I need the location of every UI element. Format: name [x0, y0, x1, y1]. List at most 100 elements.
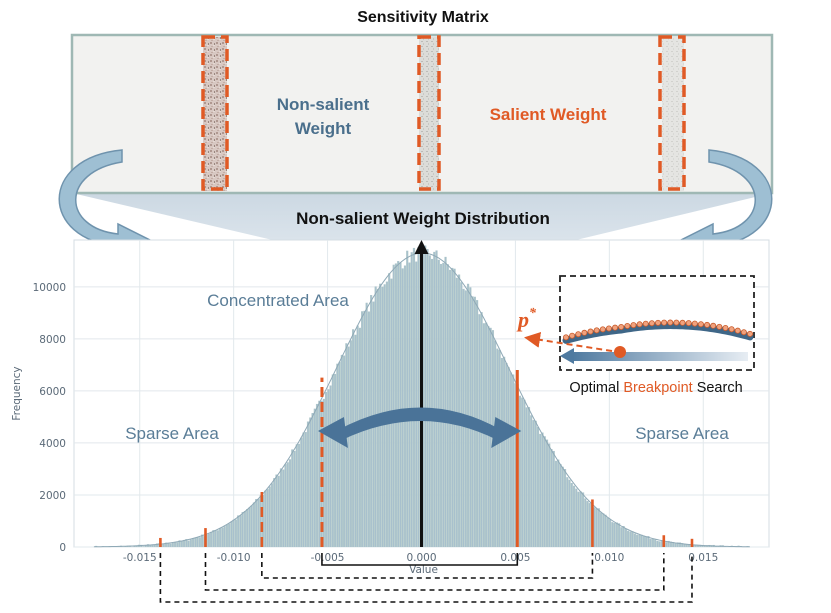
spread-arrowhead-left — [317, 417, 348, 448]
histogram-bar — [399, 262, 402, 547]
histogram-bar — [259, 495, 262, 547]
histogram-bar — [642, 535, 646, 547]
non-salient-column-texture — [203, 37, 227, 191]
histogram-bar — [446, 264, 449, 547]
histogram-bar — [277, 475, 280, 547]
histogram-bar — [433, 251, 436, 547]
histogram-bar — [498, 350, 501, 547]
histogram-bar — [144, 545, 147, 547]
histogram-bar — [570, 482, 573, 547]
histogram-bar — [545, 439, 549, 547]
histogram-bar — [581, 492, 585, 547]
histogram-bar — [324, 392, 328, 547]
histogram-bar — [584, 498, 587, 547]
histogram-bar — [340, 354, 343, 547]
histogram-bar — [178, 540, 181, 547]
loss-curve-bead — [563, 334, 570, 341]
histogram-bar — [417, 246, 420, 547]
histogram-bar — [557, 459, 560, 547]
histogram-bar — [336, 363, 339, 547]
histogram-bar — [602, 513, 605, 547]
histogram-bar — [219, 528, 222, 547]
histogram-bar — [185, 539, 188, 547]
histogram-bar — [577, 491, 580, 547]
loss-curve-bead — [648, 320, 655, 327]
histogram-bar — [261, 494, 265, 547]
histogram-bar — [223, 526, 226, 547]
bracket-connector — [261, 553, 594, 579]
histogram-bar — [667, 540, 670, 547]
histogram-bar — [302, 432, 305, 547]
histogram-bar — [286, 462, 289, 547]
histogram-bar — [699, 544, 702, 547]
histogram-bar — [681, 543, 684, 547]
histogram-bar — [439, 263, 443, 547]
histogram-bar — [444, 256, 447, 547]
histogram-bar — [333, 373, 337, 547]
histogram-bar — [358, 327, 362, 547]
histogram-bar — [448, 269, 452, 547]
histogram-bar — [453, 268, 456, 547]
loss-curve-bead — [697, 321, 704, 328]
distribution-title: Non-salient Weight Distribution — [296, 209, 550, 228]
histogram-bar — [180, 540, 183, 547]
middle-column-texture — [419, 37, 439, 191]
histogram-bar — [212, 530, 215, 547]
loss-curve-bead — [587, 328, 594, 335]
histogram-bar — [135, 545, 138, 547]
histogram-bar — [654, 539, 657, 547]
histogram-bar — [230, 521, 233, 547]
histogram-bar — [149, 544, 152, 547]
loss-curve-bead — [667, 319, 674, 326]
loss-curve-bead — [581, 329, 588, 336]
loss-curve-bead — [655, 319, 662, 326]
histogram-bar — [349, 340, 352, 547]
histogram-bar — [124, 546, 127, 547]
histogram-bar — [264, 490, 267, 547]
histogram-bar — [171, 542, 174, 547]
y-axis-label: Frequency — [11, 366, 23, 420]
histogram-bar — [415, 261, 418, 547]
histogram-bar — [692, 544, 695, 547]
histogram-bar — [268, 486, 271, 547]
histogram-bar — [611, 522, 614, 547]
histogram-bar — [685, 544, 688, 547]
histogram-bar — [599, 512, 603, 547]
x-tick-label: -0.015 — [123, 552, 157, 564]
histogram-bar — [273, 478, 276, 547]
histogram-bar — [266, 489, 269, 547]
histogram-bar — [306, 421, 310, 547]
loss-curve-bead — [599, 326, 606, 333]
histogram-bar — [534, 420, 537, 547]
x-axis-label: Value — [409, 564, 438, 576]
histogram-bar — [500, 357, 504, 547]
histogram-bar — [633, 533, 637, 547]
loss-curve-bead — [612, 324, 619, 331]
loss-curve-bead — [605, 325, 612, 332]
histogram-bar — [295, 444, 298, 547]
loss-curve-bead — [679, 319, 686, 326]
histogram-bar — [216, 530, 220, 547]
histogram-bar — [561, 466, 564, 547]
histogram-bar — [672, 542, 675, 547]
loss-curve-bead — [642, 320, 649, 327]
histogram-bar — [410, 252, 413, 547]
histogram-bar — [658, 541, 661, 547]
x-tick-label: 0.005 — [500, 552, 530, 564]
histogram-bar — [593, 507, 596, 547]
bracket-connector — [321, 553, 519, 566]
loss-curve-band — [562, 322, 754, 344]
histogram-bar — [665, 542, 668, 547]
histogram-bar — [638, 534, 641, 547]
histogram-bar — [241, 512, 244, 547]
histogram-bar — [408, 262, 411, 547]
histogram-bar — [575, 488, 578, 547]
histogram-bar — [606, 517, 609, 547]
histogram-bar — [318, 400, 321, 547]
x-tick-label: 0.000 — [406, 552, 436, 564]
histogram-bar — [313, 408, 316, 547]
salient-column-2 — [417, 35, 441, 191]
histogram-bar — [496, 348, 499, 547]
histogram-bar — [237, 515, 240, 547]
